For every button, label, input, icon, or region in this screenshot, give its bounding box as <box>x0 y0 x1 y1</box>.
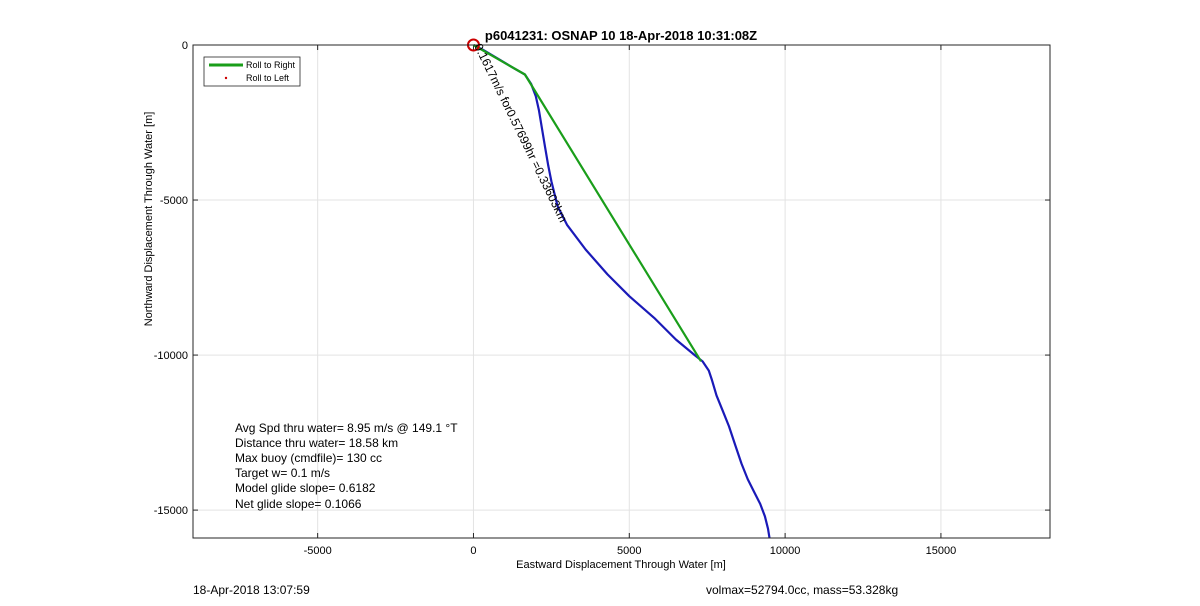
legend-box <box>203 56 301 87</box>
stat-distance: Distance thru water= 18.58 km <box>235 436 398 450</box>
x-tick-label: 10000 <box>770 545 801 557</box>
y-tick-label: -5000 <box>160 195 188 207</box>
stat-avg-speed: Avg Spd thru water= 8.95 m/s @ 149.1 °T <box>235 421 458 435</box>
chart-title: p6041231: OSNAP 10 18-Apr-2018 10:31:08Z <box>485 28 757 43</box>
y-axis-label: Northward Displacement Through Water [m] <box>143 112 155 327</box>
plot-area <box>193 45 1050 538</box>
legend-label-roll-left: Roll to Left <box>246 73 290 83</box>
x-tick-label: 15000 <box>926 545 957 557</box>
footer-vol-mass: volmax=52794.0cc, mass=53.328kg <box>706 583 899 597</box>
stats-block: Avg Spd thru water= 8.95 m/s @ 149.1 °T … <box>235 421 458 511</box>
stat-max-buoy: Max buoy (cmdfile)= 130 cc <box>235 451 382 465</box>
legend-swatch-roll-left <box>224 76 228 80</box>
y-tick-label: 0 <box>182 40 188 52</box>
series-lines <box>472 44 771 539</box>
y-tick-label: -15000 <box>154 505 188 517</box>
stat-target-w: Target w= 0.1 m/s <box>235 466 330 480</box>
plot-frame <box>192 44 1051 539</box>
footer-timestamp: 18-Apr-2018 13:07:59 <box>193 583 310 597</box>
axis-ticks: -5000 0 5000 10000 15000 0 -5000 -10000 -15000 <box>154 40 1050 557</box>
track-line-green <box>472 44 702 362</box>
legend-label-roll-right: Roll to Right <box>246 60 296 70</box>
x-tick-label: 0 <box>470 545 476 557</box>
x-axis-label: Eastward Displacement Through Water [m] <box>516 559 726 571</box>
stat-model-glide-slope: Model glide slope= 0.6182 <box>235 481 376 495</box>
legend: Roll to Right Roll to Left <box>203 56 301 87</box>
y-tick-label: -10000 <box>154 350 188 362</box>
x-tick-label: 5000 <box>617 545 641 557</box>
x-tick-label: -5000 <box>304 545 332 557</box>
stat-net-glide-slope: Net glide slope= 0.1066 <box>235 497 362 511</box>
